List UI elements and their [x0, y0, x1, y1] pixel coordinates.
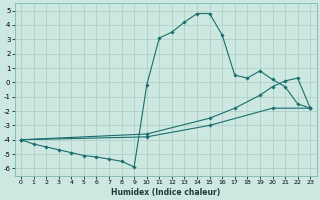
X-axis label: Humidex (Indice chaleur): Humidex (Indice chaleur) [111, 188, 220, 197]
